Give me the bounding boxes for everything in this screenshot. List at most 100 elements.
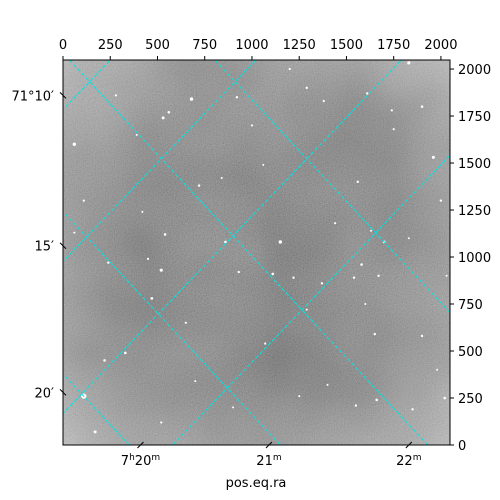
star-37 <box>375 398 378 402</box>
star-4 <box>72 142 77 146</box>
star-61 <box>370 229 373 232</box>
right-pixel-axis: 0 250 500 750 1000 1250 1500 1750 2000 <box>450 63 491 454</box>
top-tick-label-6: 1500 <box>330 38 363 53</box>
star-26 <box>150 296 154 300</box>
star-30 <box>420 334 424 338</box>
star-9 <box>197 184 201 187</box>
star-15 <box>163 233 167 236</box>
star-7 <box>420 105 424 108</box>
star-32 <box>264 342 267 345</box>
star-20 <box>107 261 110 264</box>
grid-line-ra-2 <box>69 60 429 445</box>
stars-layer <box>72 61 448 434</box>
dec-tick-label-0: 71°10′ <box>11 89 54 104</box>
star-10 <box>356 180 359 184</box>
axes-frame <box>62 59 451 446</box>
image-vignette <box>63 60 450 445</box>
grid-line-ra-0 <box>63 373 130 445</box>
top-tick-label-2: 500 <box>145 38 170 53</box>
star-8 <box>431 155 435 159</box>
star-6 <box>366 92 369 95</box>
dec-tick-0 <box>59 91 67 99</box>
right-tick-label-4: 1000 <box>458 251 491 266</box>
star-35 <box>93 430 97 434</box>
star-59 <box>135 133 138 136</box>
right-tick-label-1: 250 <box>458 392 483 407</box>
ra-tick-2 <box>405 441 413 449</box>
star-58 <box>445 274 448 277</box>
star-38 <box>354 404 358 407</box>
star-54 <box>232 406 235 409</box>
star-18 <box>377 274 380 278</box>
grid-line-dec-4 <box>172 154 450 445</box>
star-31 <box>373 332 376 336</box>
top-tick-label-7: 1750 <box>377 38 410 53</box>
star-17 <box>360 263 363 266</box>
right-tick-label-5: 1250 <box>458 204 491 219</box>
star-49 <box>220 177 223 180</box>
star-11 <box>439 199 443 202</box>
top-tick-label-1: 250 <box>98 38 123 53</box>
star-46 <box>392 128 395 131</box>
star-52 <box>194 380 197 383</box>
top-tick-label-5: 1250 <box>283 38 316 53</box>
star-2 <box>161 116 165 120</box>
star-25 <box>352 276 356 279</box>
star-42 <box>322 99 325 103</box>
ra-tick-1 <box>265 441 273 449</box>
dec-tick-label-2: 20′ <box>35 386 55 401</box>
star-45 <box>288 67 291 71</box>
star-48 <box>334 222 337 225</box>
star-33 <box>103 359 106 362</box>
image-area <box>63 60 450 445</box>
top-tick-label-4: 1000 <box>235 38 268 53</box>
ra-tick-0 <box>137 441 144 449</box>
star-55 <box>326 383 329 386</box>
star-19 <box>159 268 163 272</box>
star-41 <box>235 96 239 99</box>
ra-tick-label-0: 7h20m <box>121 453 160 469</box>
right-tick-label-7: 1750 <box>458 110 491 125</box>
star-23 <box>237 270 240 274</box>
left-dec-axis: 71°10′ 15′ 20′ <box>11 89 67 401</box>
dec-tick-2 <box>59 389 67 396</box>
right-tick-label-6: 1500 <box>458 157 491 172</box>
star-56 <box>407 237 410 240</box>
top-tick-label-3: 750 <box>192 38 217 53</box>
star-40 <box>160 421 163 424</box>
ra-tick-label-2: 22m <box>396 453 421 469</box>
star-12 <box>82 199 85 202</box>
star-47 <box>250 124 254 127</box>
dec-tick-1 <box>59 242 67 250</box>
star-28 <box>184 321 187 324</box>
bottom-ra-axis: 7h20m 21m 22m <box>121 441 421 469</box>
star-21 <box>146 257 150 260</box>
coordinate-grid <box>63 60 450 445</box>
star-36 <box>411 408 414 411</box>
top-tick-label-8: 2000 <box>424 38 457 53</box>
star-1 <box>189 97 194 101</box>
star-44 <box>114 94 118 97</box>
star-63 <box>436 368 439 371</box>
star-57 <box>73 231 76 234</box>
right-tick-label-2: 500 <box>458 345 483 360</box>
star-29 <box>124 351 127 355</box>
star-13 <box>278 240 283 244</box>
star-22 <box>271 272 275 276</box>
x-axis-label: pos.eq.ra <box>226 476 287 491</box>
right-tick-label-3: 750 <box>458 298 483 313</box>
star-39 <box>443 396 447 400</box>
grid-line-dec-2 <box>63 60 257 263</box>
right-tick-label-8: 2000 <box>458 63 491 78</box>
ra-tick-label-1: 21m <box>256 453 281 469</box>
star-53 <box>298 395 301 398</box>
grid-line-ra-1 <box>63 210 281 445</box>
star-3 <box>167 110 171 114</box>
star-60 <box>262 163 265 166</box>
star-50 <box>305 308 308 311</box>
star-51 <box>364 303 367 306</box>
star-0 <box>407 61 411 65</box>
grid-line-ra-3 <box>214 60 450 314</box>
star-27 <box>320 282 324 285</box>
